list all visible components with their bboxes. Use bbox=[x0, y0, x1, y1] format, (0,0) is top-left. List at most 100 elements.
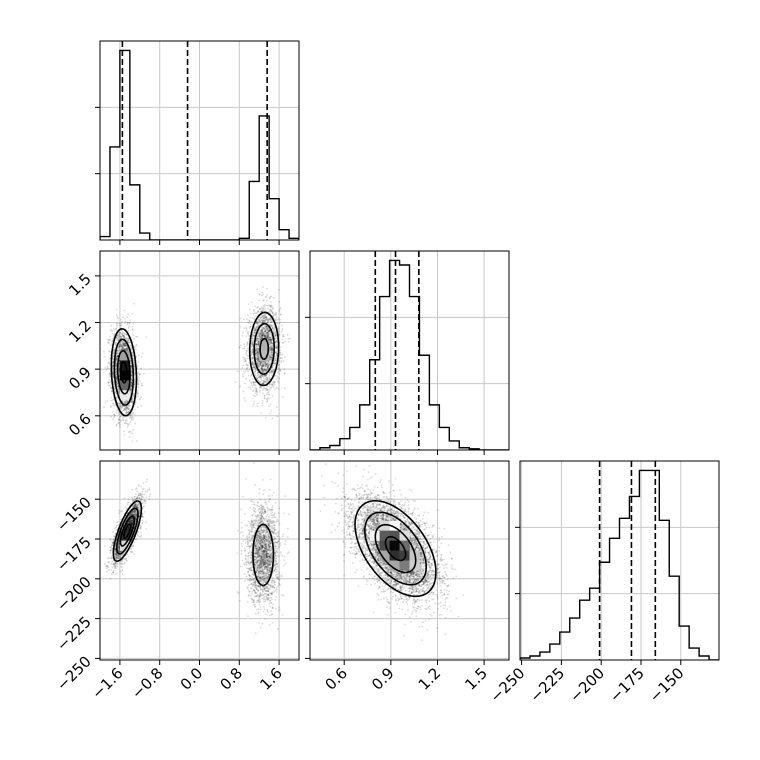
sample-point bbox=[114, 371, 117, 373]
sample-point bbox=[241, 334, 244, 337]
sample-point bbox=[137, 392, 139, 395]
sample-point bbox=[118, 404, 121, 407]
sample-point bbox=[265, 368, 268, 371]
sample-point bbox=[286, 333, 289, 336]
sample-point bbox=[287, 341, 290, 344]
sample-point bbox=[138, 380, 141, 382]
sample-point bbox=[271, 311, 274, 314]
sample-point bbox=[263, 380, 265, 383]
sample-point bbox=[261, 369, 264, 372]
sample-point bbox=[255, 387, 257, 390]
sample-point bbox=[260, 337, 262, 340]
sample-point bbox=[136, 335, 139, 338]
sample-point bbox=[265, 387, 267, 390]
sample-point bbox=[278, 300, 281, 303]
sample-point bbox=[118, 346, 120, 349]
sample-point bbox=[268, 338, 270, 341]
sample-point bbox=[120, 324, 123, 327]
sample-point bbox=[117, 387, 119, 390]
sample-point bbox=[259, 321, 262, 323]
sample-point bbox=[139, 398, 141, 400]
sample-point bbox=[130, 385, 133, 388]
sample-point bbox=[270, 345, 272, 348]
sample-point bbox=[263, 397, 266, 399]
sample-point bbox=[258, 335, 261, 337]
sample-point bbox=[259, 335, 261, 337]
sample-point bbox=[107, 361, 110, 364]
sample-point bbox=[127, 339, 129, 342]
sample-point bbox=[258, 322, 260, 325]
sample-point bbox=[261, 291, 264, 294]
sample-point bbox=[130, 373, 133, 376]
sample-point bbox=[116, 351, 119, 354]
sample-point bbox=[129, 319, 132, 322]
sample-point bbox=[113, 416, 116, 418]
sample-point bbox=[133, 337, 136, 340]
sample-point bbox=[254, 384, 257, 387]
sample-point bbox=[127, 400, 129, 402]
sample-point bbox=[275, 352, 278, 355]
sample-point bbox=[279, 321, 281, 324]
sample-point bbox=[137, 406, 140, 408]
sample-point bbox=[244, 370, 247, 372]
sample-point bbox=[278, 373, 281, 375]
sample-point bbox=[128, 423, 131, 425]
sample-point bbox=[119, 332, 122, 334]
sample-point bbox=[262, 371, 265, 374]
sample-point bbox=[246, 347, 249, 350]
sample-point bbox=[130, 364, 133, 367]
sample-point bbox=[129, 415, 132, 417]
sample-point bbox=[261, 388, 264, 391]
sample-point bbox=[121, 347, 124, 350]
sample-point bbox=[123, 309, 126, 312]
sample-point bbox=[261, 332, 264, 335]
sample-point bbox=[273, 331, 276, 334]
sample-point bbox=[115, 367, 117, 370]
sample-point bbox=[269, 338, 272, 341]
sample-point bbox=[278, 330, 281, 333]
sample-point bbox=[119, 345, 121, 348]
sample-point bbox=[120, 408, 122, 410]
sample-point bbox=[106, 367, 109, 370]
sample-point bbox=[234, 381, 237, 384]
sample-point bbox=[278, 360, 281, 363]
sample-point bbox=[130, 383, 133, 386]
sample-point bbox=[268, 304, 270, 307]
sample-point bbox=[115, 378, 118, 381]
sample-point bbox=[116, 358, 118, 361]
sample-point bbox=[116, 410, 118, 412]
sample-point bbox=[116, 377, 118, 380]
sample-point bbox=[266, 328, 269, 331]
sample-point bbox=[277, 364, 280, 367]
sample-point bbox=[132, 429, 134, 431]
sample-point bbox=[256, 324, 259, 327]
sample-point bbox=[120, 329, 123, 332]
sample-point bbox=[269, 323, 272, 326]
sample-point bbox=[257, 356, 260, 358]
sample-point bbox=[271, 348, 274, 350]
sample-point bbox=[255, 345, 258, 348]
sample-point bbox=[257, 343, 260, 346]
sample-point bbox=[265, 329, 268, 332]
sample-point bbox=[131, 348, 134, 350]
sample-point bbox=[108, 372, 111, 375]
sample-point bbox=[127, 326, 130, 329]
sample-point bbox=[264, 369, 267, 372]
sample-point bbox=[124, 343, 126, 346]
histogram-panel-1 bbox=[305, 250, 510, 451]
sample-point bbox=[131, 488, 134, 491]
sample-point bbox=[255, 343, 258, 346]
sample-point bbox=[264, 335, 266, 338]
sample-point bbox=[137, 379, 139, 381]
sample-point bbox=[126, 339, 129, 342]
sample-point bbox=[274, 332, 277, 335]
sample-point bbox=[118, 367, 121, 370]
sample-point bbox=[265, 316, 268, 318]
sample-point bbox=[270, 350, 273, 353]
sample-point bbox=[122, 347, 125, 350]
sample-point bbox=[264, 296, 267, 298]
sample-point bbox=[261, 335, 263, 338]
sample-point bbox=[266, 317, 269, 320]
sample-point bbox=[279, 313, 282, 315]
sample-point bbox=[250, 356, 253, 359]
